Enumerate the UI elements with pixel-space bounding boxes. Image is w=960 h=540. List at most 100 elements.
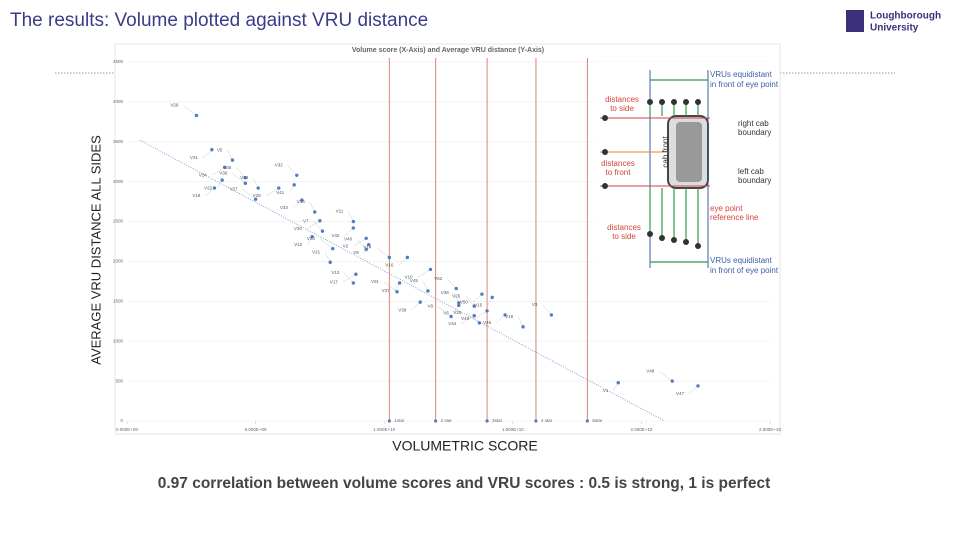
point-label: V52 (434, 276, 443, 281)
point (457, 303, 461, 308)
point-label: V45 (410, 278, 419, 283)
point-label: V17 (330, 279, 339, 284)
inset-label: distances (601, 159, 635, 168)
point (490, 295, 494, 300)
leader-line (344, 227, 354, 237)
point-label: V14 (363, 245, 372, 250)
side-arrows (649, 79, 708, 263)
point (454, 286, 458, 291)
leader-line (348, 211, 354, 222)
inset-label: VRUs equidistant (710, 256, 773, 265)
threshold-point (387, 419, 391, 423)
y-tick-label: 3000 (113, 179, 124, 184)
leader-line (232, 173, 246, 184)
point-label: V1 (603, 388, 609, 393)
point-label: V22 (204, 185, 213, 190)
point-label: V26 (452, 293, 461, 298)
point (616, 381, 620, 385)
point-label: V30 (219, 170, 228, 175)
point (318, 219, 322, 223)
threshold-label: 4 star (541, 418, 553, 423)
leader-line (202, 149, 213, 158)
point (313, 210, 317, 214)
point-label: V12 (294, 242, 303, 247)
y-tick-label: 4000 (113, 99, 124, 104)
point-label: V38 (441, 290, 450, 295)
inset-label: to side (612, 232, 636, 241)
x-axis-label: VOLUMETRIC SCORE (392, 438, 537, 454)
point (457, 301, 461, 305)
inset-label: in front of eye point (710, 80, 779, 89)
inset-label: distances (607, 223, 641, 232)
leader-line (313, 220, 323, 232)
trendline (139, 139, 665, 422)
inset-label: to front (606, 168, 632, 177)
point-label: V9 (353, 250, 359, 255)
point (223, 165, 227, 170)
point (395, 290, 399, 294)
vru-icons (602, 99, 701, 249)
logo-crest (846, 10, 864, 32)
point (351, 219, 356, 224)
point (310, 235, 314, 239)
footnote: 0.97 correlation between volume scores a… (158, 475, 770, 492)
point (277, 186, 281, 190)
threshold-label: 1star (394, 418, 405, 423)
point (351, 226, 356, 230)
leader-line (688, 385, 699, 395)
inset-label: cab front (661, 136, 670, 168)
point-label: V46 (483, 320, 492, 325)
point (418, 300, 422, 304)
leader-line (236, 167, 246, 178)
point-label: V28 (253, 193, 262, 198)
point (367, 242, 371, 247)
inset-label: to side (610, 104, 634, 113)
point-label: V16 (385, 263, 394, 268)
point-label: V49 (461, 316, 470, 321)
leader-line (383, 281, 398, 292)
inset-label: distances (605, 95, 639, 104)
leader-line (306, 220, 321, 229)
x-tick-label: 0.000E+00 (116, 427, 138, 432)
point-label: V36 (297, 199, 306, 204)
point (472, 313, 476, 318)
point-label: V32 (275, 162, 284, 167)
point-label: V48 (646, 368, 655, 373)
chart-title: Volume score (X-Axis) and Average VRU di… (352, 47, 544, 54)
point (521, 325, 525, 329)
inset-label: in front of eye point (710, 266, 779, 275)
point (449, 314, 453, 319)
leader-line (517, 316, 524, 327)
point-label: V40 (344, 237, 353, 242)
point-label: V41 (276, 190, 285, 195)
point (480, 292, 484, 296)
point-label: V34 (240, 175, 249, 180)
leader-line (417, 269, 431, 278)
inset-label: boundary (738, 176, 771, 185)
point-label: V25 (453, 310, 462, 315)
point (696, 384, 700, 388)
leader-line (319, 238, 333, 249)
leader-line (205, 187, 215, 197)
plot: 0 500 1000 1500 2000 2500 3000 3500 4000 4500 0.00… (113, 58, 781, 432)
inset-label: reference line (710, 213, 759, 222)
point-label: V7 (303, 218, 309, 223)
leader-line (242, 189, 256, 200)
point (477, 321, 482, 325)
threshold-point (434, 419, 438, 423)
x-tick-label: 1.000E+10 (373, 427, 395, 432)
leader-line (309, 201, 315, 213)
inset-diagram: VRUs equidistant in front of eye point V… (594, 62, 779, 276)
point (210, 148, 214, 152)
inset-label: VRUs equidistant (710, 70, 773, 79)
leader-line (447, 278, 457, 289)
leader-line (357, 239, 367, 250)
leader-line (344, 272, 354, 284)
y-tick-label: 0 (120, 418, 123, 423)
point-label: V42 (331, 233, 340, 238)
point (253, 197, 258, 201)
point-label: V19 (505, 314, 514, 319)
point (320, 229, 325, 233)
point-label: V18 (192, 193, 201, 198)
leader-line (265, 187, 279, 197)
